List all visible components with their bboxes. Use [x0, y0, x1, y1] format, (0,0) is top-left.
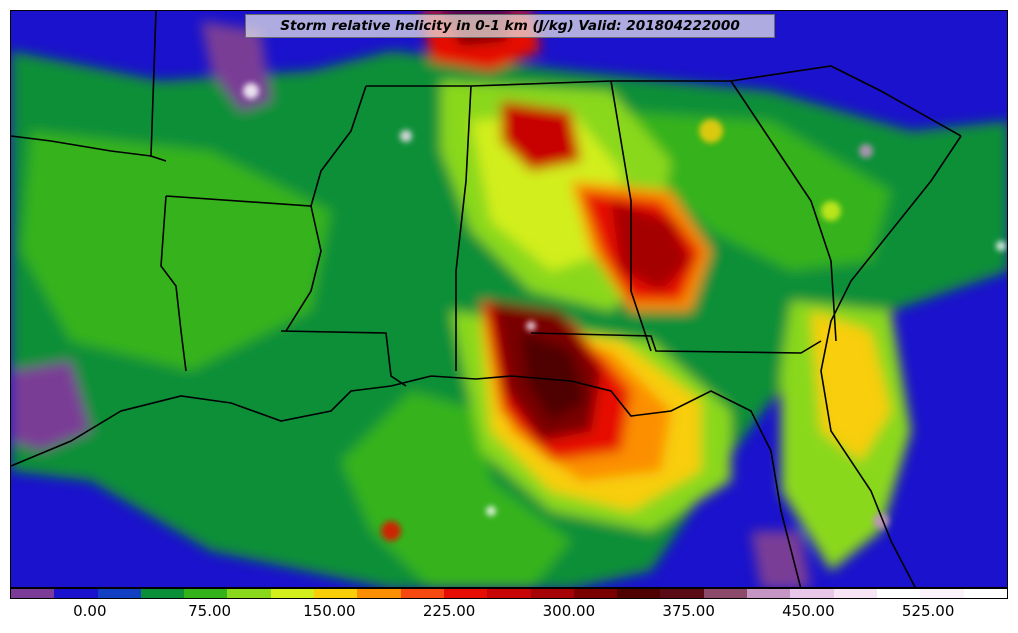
colorbar-swatch — [703, 589, 748, 598]
colorbar-swatch — [920, 589, 964, 598]
colorbar-tick-label: 375.00 — [662, 602, 715, 620]
colorbar-swatch — [747, 589, 791, 598]
colorbar-swatch — [573, 589, 618, 598]
colorbar-labels: 0.00 75.00 150.00 225.00 300.00 375.00 450.00 5… — [10, 602, 1008, 624]
colorbar-swatch — [357, 589, 401, 598]
colorbar-swatch — [530, 589, 574, 598]
colorbar-swatch — [140, 589, 185, 598]
colorbar-tick-label: 525.00 — [901, 602, 955, 620]
colorbar-swatch — [11, 589, 55, 598]
colorbar-swatch — [790, 589, 834, 598]
colorbar-swatch — [876, 589, 921, 598]
colorbar-tick-label: 300.00 — [542, 602, 596, 620]
colorbar-swatch — [314, 589, 358, 598]
helicity-field — [11, 11, 1007, 587]
boundary-lines — [11, 11, 962, 587]
colorbar — [10, 588, 1008, 599]
map-title: Storm relative helicity in 0-1 km (J/kg)… — [245, 14, 775, 38]
colorbar-tick-label: 225.00 — [422, 602, 476, 620]
colorbar-swatch — [487, 589, 531, 598]
colorbar-swatch — [184, 589, 228, 598]
colorbar-swatch — [54, 589, 98, 598]
colorbar-swatch — [227, 589, 271, 598]
colorbar-swatch — [617, 589, 661, 598]
colorbar-tick-label: 75.00 — [188, 602, 232, 620]
colorbar-swatch — [270, 589, 315, 598]
colorbar-tick-label: 450.00 — [782, 602, 835, 620]
colorbar-tick-label: 0.00 — [73, 602, 107, 620]
colorbar-swatch — [660, 589, 704, 598]
colorbar-swatch — [97, 589, 141, 598]
map-panel — [10, 10, 1008, 588]
colorbar-swatch — [833, 589, 877, 598]
helicity-map — [11, 11, 1007, 587]
colorbar-swatch — [443, 589, 488, 598]
colorbar-swatch — [400, 589, 444, 598]
colorbar-swatch — [963, 589, 1007, 598]
colorbar-tick-label: 150.00 — [303, 602, 356, 620]
